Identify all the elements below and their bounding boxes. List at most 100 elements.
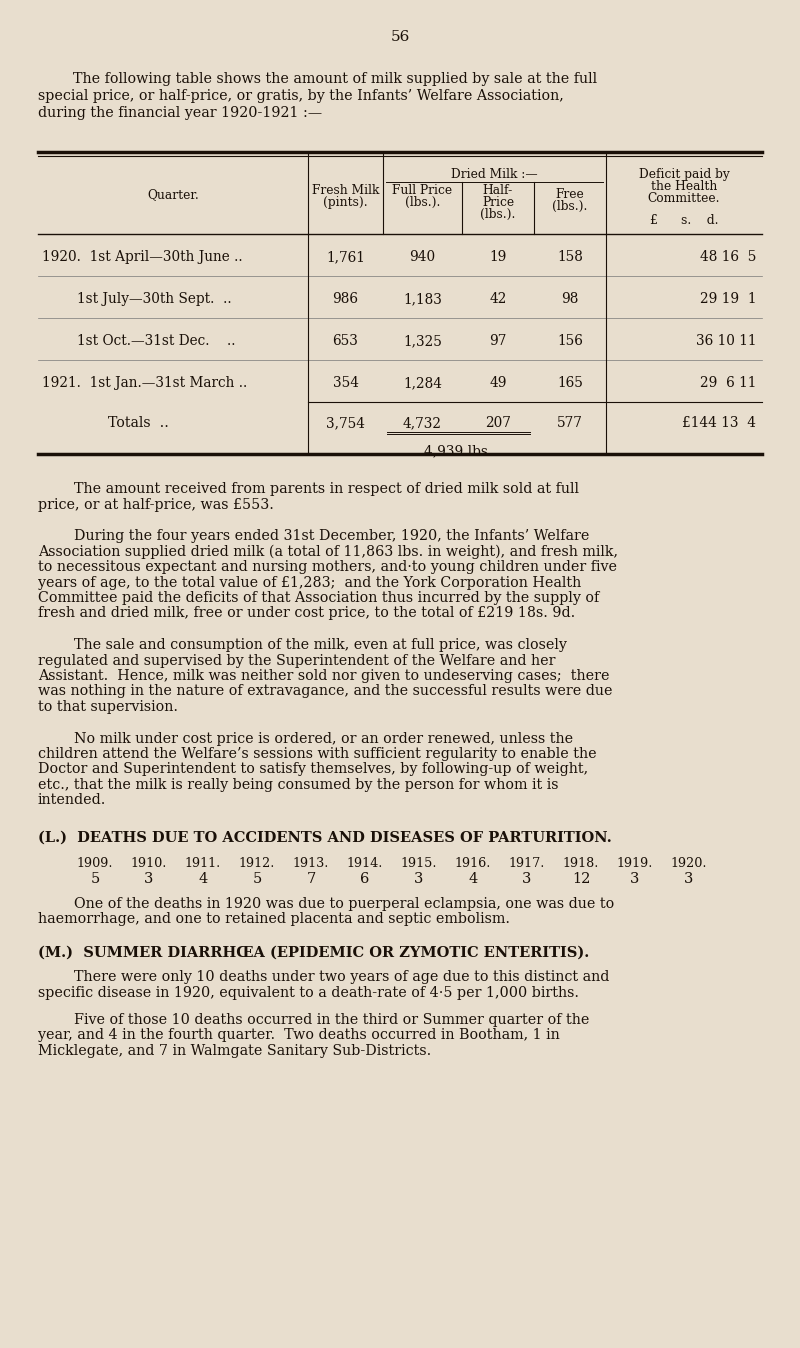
Text: 5: 5 xyxy=(252,872,262,886)
Text: 1920.  1st April—30th June ..: 1920. 1st April—30th June .. xyxy=(42,249,242,264)
Text: Price: Price xyxy=(482,195,514,209)
Text: 1st Oct.—31st Dec.    ..: 1st Oct.—31st Dec. .. xyxy=(42,334,235,348)
Text: 940: 940 xyxy=(410,249,435,264)
Text: Free: Free xyxy=(556,187,584,201)
Text: 1911.: 1911. xyxy=(185,857,221,869)
Text: to necessitous expectant and nursing mothers, and·to young children under five: to necessitous expectant and nursing mot… xyxy=(38,559,617,574)
Text: Committee.: Committee. xyxy=(648,191,720,205)
Text: 1909.: 1909. xyxy=(77,857,114,869)
Text: 1,284: 1,284 xyxy=(403,376,442,390)
Text: 1920.: 1920. xyxy=(670,857,707,869)
Text: The sale and consumption of the milk, even at full price, was closely: The sale and consumption of the milk, ev… xyxy=(38,638,567,652)
Text: 3: 3 xyxy=(630,872,640,886)
Text: Fresh Milk: Fresh Milk xyxy=(312,183,379,197)
Text: 158: 158 xyxy=(557,249,583,264)
Text: regulated and supervised by the Superintendent of the Welfare and her: regulated and supervised by the Superint… xyxy=(38,654,555,667)
Text: (L.)  DEATHS DUE TO ACCIDENTS AND DISEASES OF PARTURITION.: (L.) DEATHS DUE TO ACCIDENTS AND DISEASE… xyxy=(38,830,612,845)
Text: (M.)  SUMMER DIARRHŒA (EPIDEMIC OR ZYMOTIC ENTERITIS).: (M.) SUMMER DIARRHŒA (EPIDEMIC OR ZYMOTI… xyxy=(38,946,590,960)
Text: Totals  ..: Totals .. xyxy=(108,417,169,430)
Text: 156: 156 xyxy=(557,334,583,348)
Text: 1,183: 1,183 xyxy=(403,293,442,306)
Text: 5: 5 xyxy=(90,872,100,886)
Text: Full Price: Full Price xyxy=(393,183,453,197)
Text: (lbs.).: (lbs.). xyxy=(405,195,440,209)
Text: The following table shows the amount of milk supplied by sale at the full: The following table shows the amount of … xyxy=(55,71,597,86)
Text: years of age, to the total value of £1,283;  and the York Corporation Health: years of age, to the total value of £1,2… xyxy=(38,576,582,589)
Text: 97: 97 xyxy=(490,334,506,348)
Text: the Health: the Health xyxy=(651,181,717,193)
Text: 3: 3 xyxy=(414,872,424,886)
Text: Association supplied dried milk (a total of 11,863 lbs. in weight), and fresh mi: Association supplied dried milk (a total… xyxy=(38,545,618,559)
Text: 6: 6 xyxy=(360,872,370,886)
Text: 1910.: 1910. xyxy=(131,857,167,869)
Text: One of the deaths in 1920 was due to puerperal eclampsia, one was due to: One of the deaths in 1920 was due to pue… xyxy=(38,896,614,911)
Text: 1918.: 1918. xyxy=(563,857,599,869)
Text: specific disease in 1920, equivalent to a death-rate of 4·5 per 1,000 births.: specific disease in 1920, equivalent to … xyxy=(38,985,579,999)
Text: year, and 4 in the fourth quarter.  Two deaths occurred in Bootham, 1 in: year, and 4 in the fourth quarter. Two d… xyxy=(38,1029,560,1042)
Text: during the financial year 1920-1921 :—: during the financial year 1920-1921 :— xyxy=(38,106,322,120)
Text: Doctor and Superintendent to satisfy themselves, by following-up of weight,: Doctor and Superintendent to satisfy the… xyxy=(38,763,588,776)
Text: (pints).: (pints). xyxy=(323,195,368,209)
Text: During the four years ended 31st December, 1920, the Infants’ Welfare: During the four years ended 31st Decembe… xyxy=(38,528,590,543)
Text: The amount received from parents in respect of dried milk sold at full: The amount received from parents in resp… xyxy=(38,483,579,496)
Text: Quarter.: Quarter. xyxy=(147,187,199,201)
Text: 1913.: 1913. xyxy=(293,857,329,869)
Text: Half-: Half- xyxy=(483,183,513,197)
Text: 7: 7 xyxy=(306,872,316,886)
Text: 98: 98 xyxy=(562,293,578,306)
Text: 577: 577 xyxy=(557,417,583,430)
Text: (lbs.).: (lbs.). xyxy=(552,200,588,213)
Text: 4,939 lbs.: 4,939 lbs. xyxy=(425,443,493,458)
Text: 1914.: 1914. xyxy=(347,857,383,869)
Text: etc., that the milk is really being consumed by the person for whom it is: etc., that the milk is really being cons… xyxy=(38,778,558,793)
Text: intended.: intended. xyxy=(38,794,106,807)
Text: 986: 986 xyxy=(333,293,358,306)
Text: 3,754: 3,754 xyxy=(326,417,365,430)
Text: 1912.: 1912. xyxy=(239,857,275,869)
Text: 36 10 11: 36 10 11 xyxy=(695,334,756,348)
Text: children attend the Welfare’s sessions with sufficient regularity to enable the: children attend the Welfare’s sessions w… xyxy=(38,747,597,762)
Text: 1915.: 1915. xyxy=(401,857,438,869)
Text: 1917.: 1917. xyxy=(509,857,545,869)
Text: 29  6 11: 29 6 11 xyxy=(700,376,756,390)
Text: 56: 56 xyxy=(390,30,410,44)
Text: 354: 354 xyxy=(333,376,358,390)
Text: 42: 42 xyxy=(490,293,506,306)
Text: Five of those 10 deaths occurred in the third or Summer quarter of the: Five of those 10 deaths occurred in the … xyxy=(38,1012,590,1027)
Text: 1919.: 1919. xyxy=(617,857,653,869)
Text: 1,761: 1,761 xyxy=(326,249,365,264)
Text: 49: 49 xyxy=(490,376,506,390)
Text: There were only 10 deaths under two years of age due to this distinct and: There were only 10 deaths under two year… xyxy=(38,971,610,984)
Text: 1916.: 1916. xyxy=(455,857,491,869)
Text: special price, or half-price, or gratis, by the Infants’ Welfare Association,: special price, or half-price, or gratis,… xyxy=(38,89,564,102)
Text: £      s.    d.: £ s. d. xyxy=(650,214,718,226)
Text: 4,732: 4,732 xyxy=(403,417,442,430)
Text: 1921.  1st Jan.—31st March ..: 1921. 1st Jan.—31st March .. xyxy=(42,376,247,390)
Text: 48 16  5: 48 16 5 xyxy=(700,249,756,264)
Text: No milk under cost price is ordered, or an order renewed, unless the: No milk under cost price is ordered, or … xyxy=(38,732,573,745)
Text: 1st July—30th Sept.  ..: 1st July—30th Sept. .. xyxy=(42,293,232,306)
Text: £144 13  4: £144 13 4 xyxy=(682,417,756,430)
Text: haemorrhage, and one to retained placenta and septic embolism.: haemorrhage, and one to retained placent… xyxy=(38,913,510,926)
Text: 4: 4 xyxy=(198,872,208,886)
Text: Assistant.  Hence, milk was neither sold nor given to undeserving cases;  there: Assistant. Hence, milk was neither sold … xyxy=(38,669,610,683)
Text: 653: 653 xyxy=(333,334,358,348)
Text: fresh and dried milk, free or under cost price, to the total of £219 18s. 9d.: fresh and dried milk, free or under cost… xyxy=(38,607,575,620)
Text: 165: 165 xyxy=(557,376,583,390)
Text: Dried Milk :—: Dried Milk :— xyxy=(451,168,538,181)
Text: 3: 3 xyxy=(144,872,154,886)
Text: 1,325: 1,325 xyxy=(403,334,442,348)
Text: 207: 207 xyxy=(485,417,511,430)
Text: price, or at half-price, was £553.: price, or at half-price, was £553. xyxy=(38,497,274,511)
Text: Deficit paid by: Deficit paid by xyxy=(638,168,730,181)
Text: Micklegate, and 7 in Walmgate Sanitary Sub-Districts.: Micklegate, and 7 in Walmgate Sanitary S… xyxy=(38,1043,431,1058)
Text: to that supervision.: to that supervision. xyxy=(38,700,178,714)
Text: (lbs.).: (lbs.). xyxy=(480,208,516,221)
Text: 3: 3 xyxy=(684,872,694,886)
Text: 12: 12 xyxy=(572,872,590,886)
Text: was nothing in the nature of extravagance, and the successful results were due: was nothing in the nature of extravaganc… xyxy=(38,685,613,698)
Text: 4: 4 xyxy=(468,872,478,886)
Text: Committee paid the deficits of that Association thus incurred by the supply of: Committee paid the deficits of that Asso… xyxy=(38,590,599,605)
Text: 19: 19 xyxy=(490,249,506,264)
Text: 3: 3 xyxy=(522,872,532,886)
